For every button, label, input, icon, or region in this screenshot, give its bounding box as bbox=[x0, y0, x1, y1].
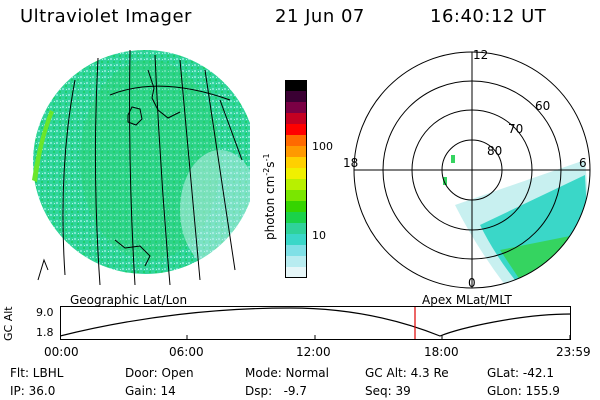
colorbar-segment bbox=[285, 80, 307, 92]
info-door: Door: Open bbox=[125, 366, 194, 380]
colorbar-segment bbox=[285, 113, 307, 125]
colorbar-segment bbox=[285, 146, 307, 158]
colorbar-segment bbox=[285, 267, 307, 279]
aurora-arc bbox=[32, 110, 54, 182]
lat-label-80: 80 bbox=[487, 144, 502, 158]
colorbar bbox=[285, 80, 307, 279]
mlt-label-12: 12 bbox=[473, 48, 488, 62]
colorbar-segment bbox=[285, 124, 307, 136]
colorbar-unit-label: photon cm-2s-1 bbox=[262, 153, 277, 240]
colorbar-segment bbox=[285, 212, 307, 224]
orbit-ylabel: GC Alt bbox=[2, 306, 15, 341]
colorbar-segment bbox=[285, 223, 307, 235]
colorbar-segment bbox=[285, 179, 307, 191]
info-gain: Gain: 14 bbox=[125, 384, 176, 398]
orbit-xtick-2359: 23:59 bbox=[556, 345, 591, 359]
orbit-xtick-0600: 06:00 bbox=[169, 345, 204, 359]
colorbar-segment bbox=[285, 91, 307, 103]
geographic-image bbox=[32, 49, 250, 285]
geographic-label: Geographic Lat/Lon bbox=[70, 293, 188, 307]
colorbar-segment bbox=[285, 256, 307, 268]
info-gc-alt: GC Alt: 4.3 Re bbox=[365, 366, 449, 380]
colorbar-tick-10: 10 bbox=[312, 229, 326, 242]
orbit-ytick-1-8: 1.8 bbox=[36, 326, 54, 339]
mlt-label-0: 0 bbox=[468, 276, 476, 290]
colorbar-segment bbox=[285, 234, 307, 246]
colorbar-segment bbox=[285, 168, 307, 180]
orbit-xtick-1800: 18:00 bbox=[424, 345, 459, 359]
orbit-altitude-curve bbox=[60, 307, 572, 337]
info-mode: Mode: Normal bbox=[245, 366, 329, 380]
time-label: 16:40:12 UT bbox=[430, 6, 547, 27]
info-seq: Seq: 39 bbox=[365, 384, 411, 398]
lat-label-70: 70 bbox=[508, 122, 523, 136]
coastlines bbox=[37, 69, 181, 281]
orbit-xtick-0000: 00:00 bbox=[44, 345, 79, 359]
info-ip: IP: 36.0 bbox=[10, 384, 56, 398]
info-glon: GLon: 155.9 bbox=[487, 384, 560, 398]
colorbar-segment bbox=[285, 157, 307, 169]
instrument-title: Ultraviolet Imager bbox=[20, 6, 192, 27]
colorbar-tick-100: 100 bbox=[312, 140, 333, 153]
colorbar-segment bbox=[285, 201, 307, 213]
colorbar-segment bbox=[285, 245, 307, 257]
info-filter: Flt: LBHL bbox=[10, 366, 64, 380]
colorbar-segment bbox=[285, 102, 307, 114]
orbit-xtick-1200: 12:00 bbox=[296, 345, 331, 359]
mlt-label-6: 6 bbox=[579, 156, 587, 170]
orbit-ytick-9: 9.0 bbox=[36, 306, 54, 319]
colorbar-segment bbox=[285, 190, 307, 202]
apex-label: Apex MLat/MLT bbox=[422, 293, 512, 307]
polar-plot: 12 18 6 0 60 70 80 bbox=[343, 48, 591, 290]
info-glat: GLat: -42.1 bbox=[487, 366, 554, 380]
info-dsp: Dsp: -9.7 bbox=[245, 384, 308, 398]
lon-grid bbox=[62, 49, 243, 285]
date-label: 21 Jun 07 bbox=[275, 6, 365, 27]
lat-label-60: 60 bbox=[535, 99, 550, 113]
orbit-plot bbox=[60, 306, 572, 340]
mlt-label-18: 18 bbox=[343, 156, 358, 170]
colorbar-segment bbox=[285, 135, 307, 147]
